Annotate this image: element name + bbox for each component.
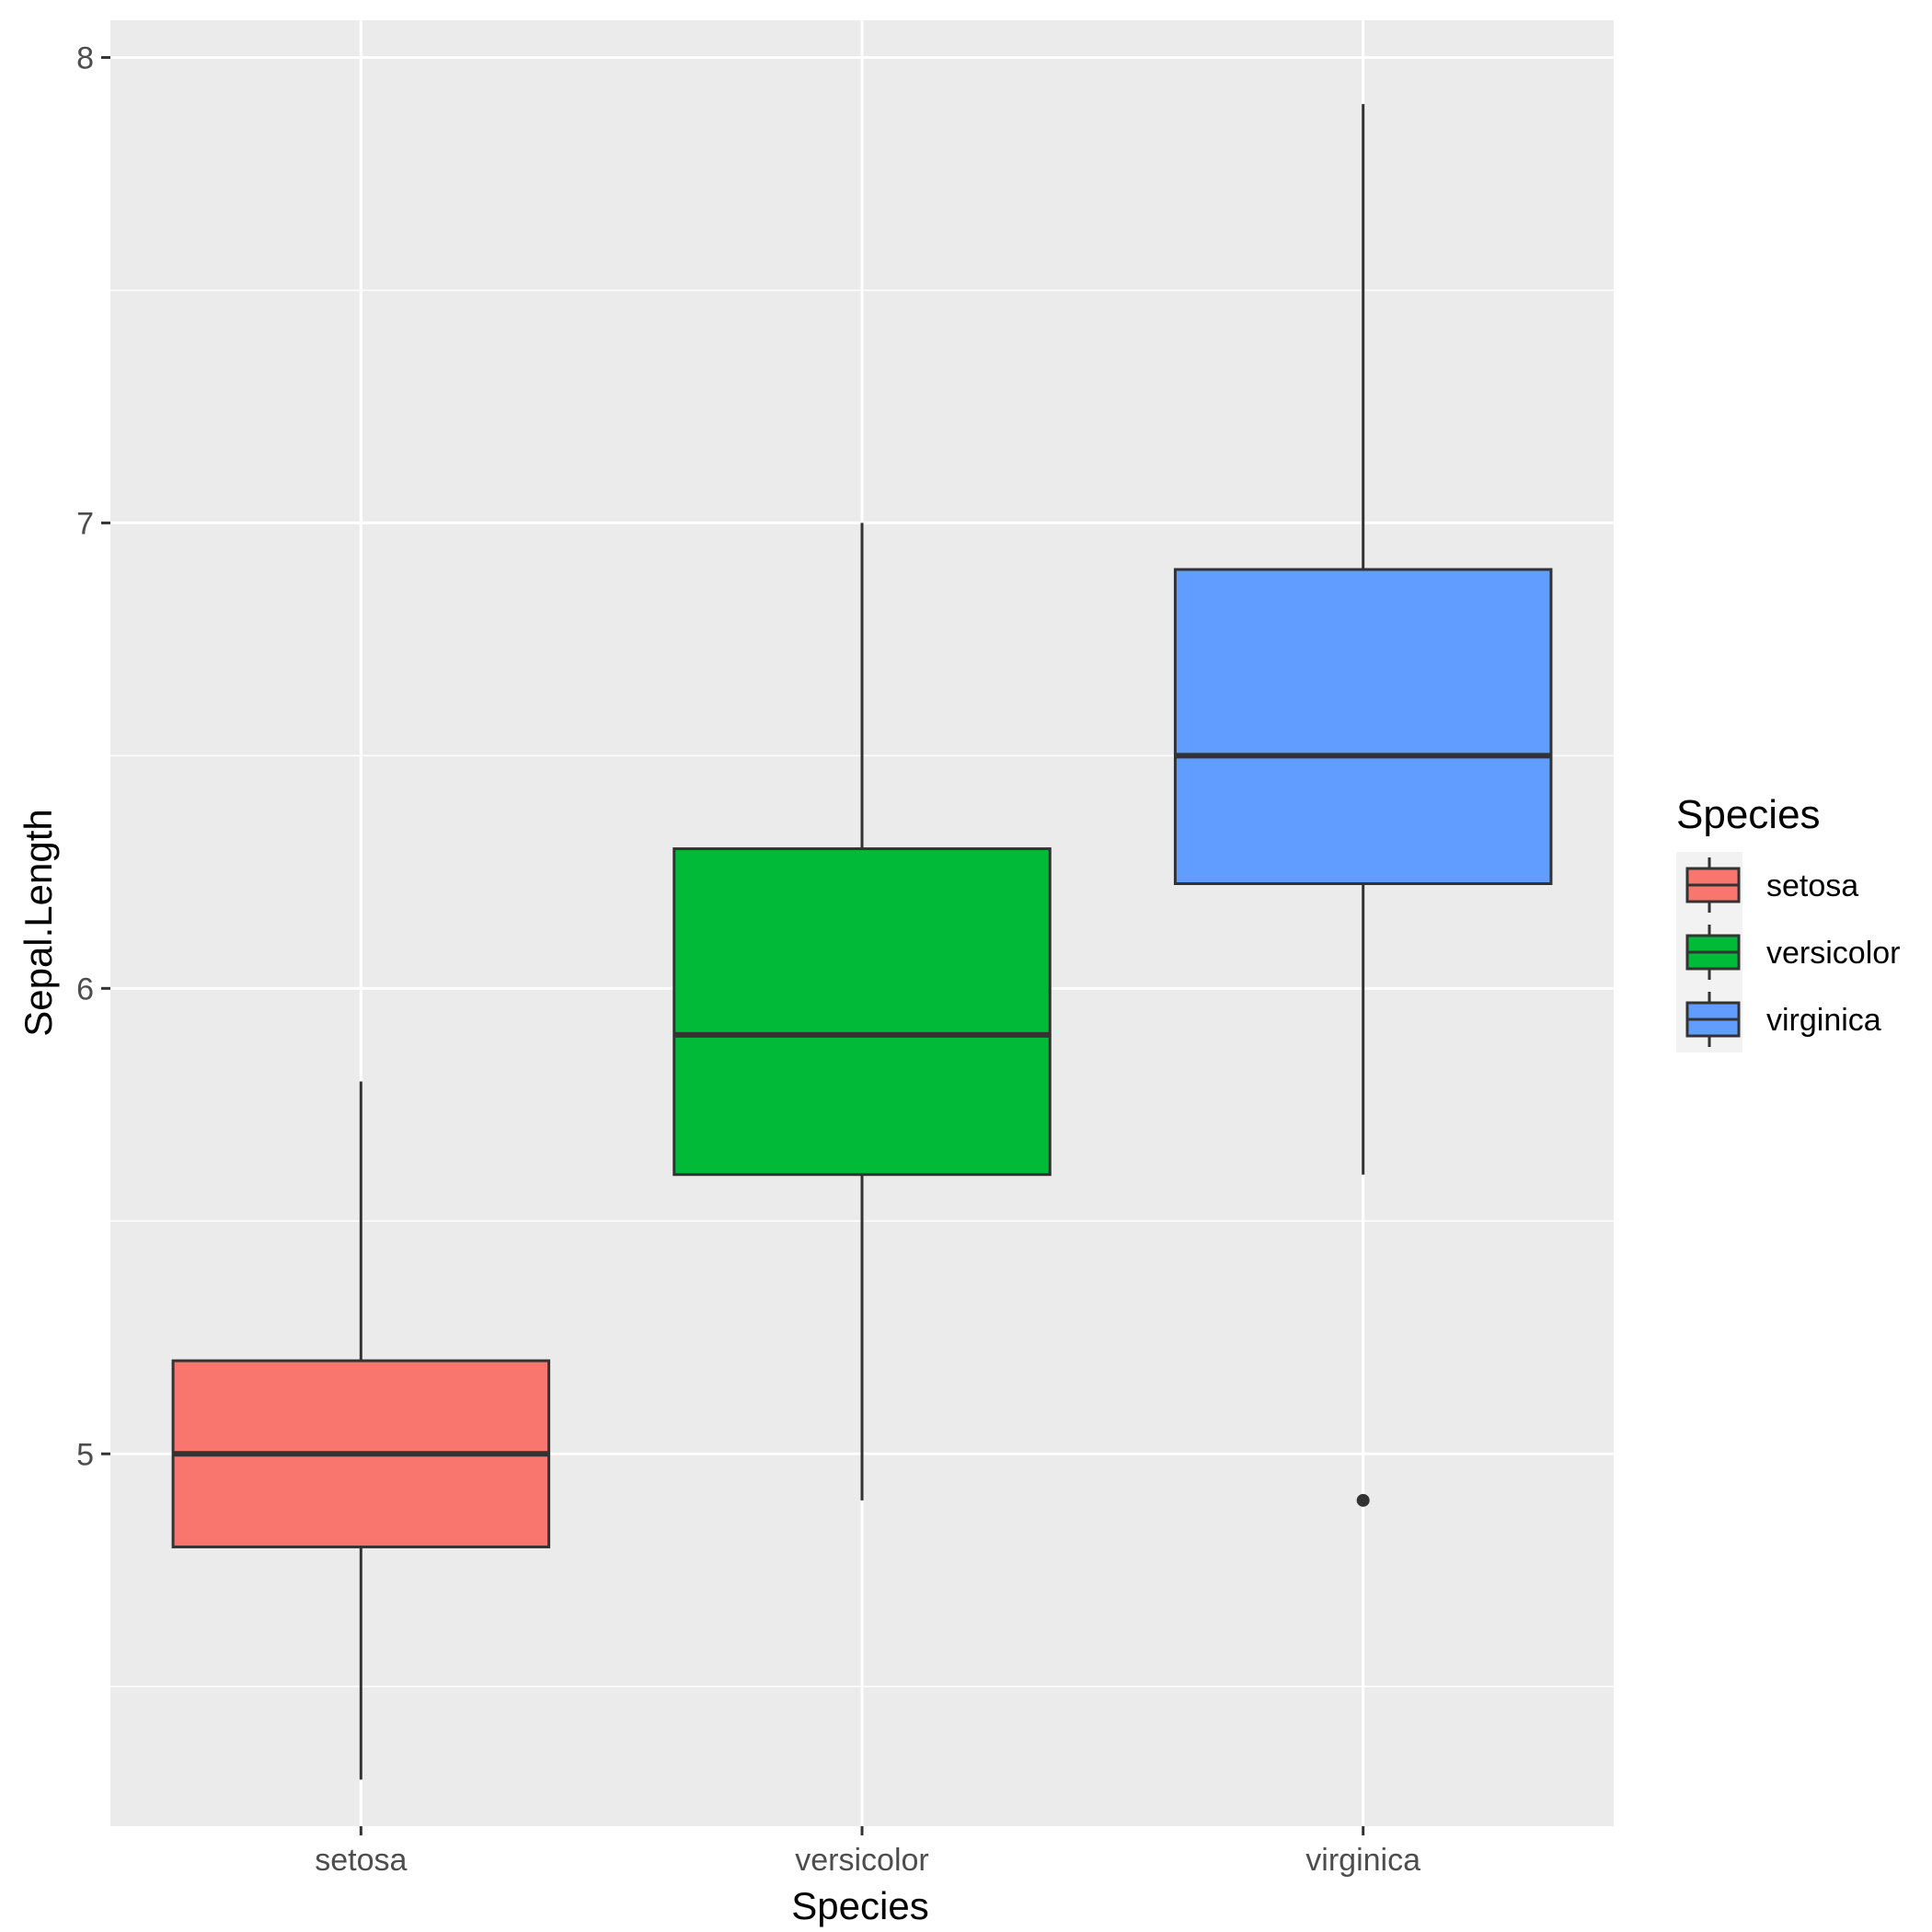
- box-versicolor: [673, 523, 1052, 1501]
- y-tick-label: 7: [76, 506, 94, 541]
- legend: Species setosa versicolor virginica: [1676, 792, 1900, 1052]
- box-virginica: [1173, 104, 1553, 1507]
- y-tick-label: 5: [76, 1437, 94, 1472]
- interquartile-box: [673, 847, 1052, 1177]
- boxes: [171, 104, 1553, 1780]
- x-tick-label: setosa: [315, 1843, 407, 1878]
- legend-entry-setosa: setosa: [1685, 857, 1858, 913]
- interquartile-box: [1173, 568, 1553, 885]
- y-axis-title: Sepal.Length: [17, 809, 60, 1037]
- legend-label: setosa: [1766, 868, 1858, 903]
- legend-entry-versicolor: versicolor: [1685, 925, 1900, 980]
- legend-entry-virginica: virginica: [1685, 992, 1881, 1047]
- x-tick-label: versicolor: [795, 1843, 928, 1878]
- x-axis: setosa versicolor virginica: [315, 1826, 1420, 1878]
- legend-label: virginica: [1766, 1003, 1881, 1038]
- outlier-point: [1356, 1493, 1370, 1507]
- y-tick-label: 8: [76, 40, 94, 75]
- box-setosa: [171, 1081, 551, 1780]
- legend-label: versicolor: [1766, 936, 1900, 971]
- x-axis-title: Species: [791, 1884, 928, 1927]
- x-tick-label: virginica: [1305, 1843, 1420, 1878]
- legend-title: Species: [1676, 792, 1821, 837]
- y-tick-label: 6: [76, 972, 94, 1006]
- y-axis: 5 6 7 8: [76, 40, 110, 1472]
